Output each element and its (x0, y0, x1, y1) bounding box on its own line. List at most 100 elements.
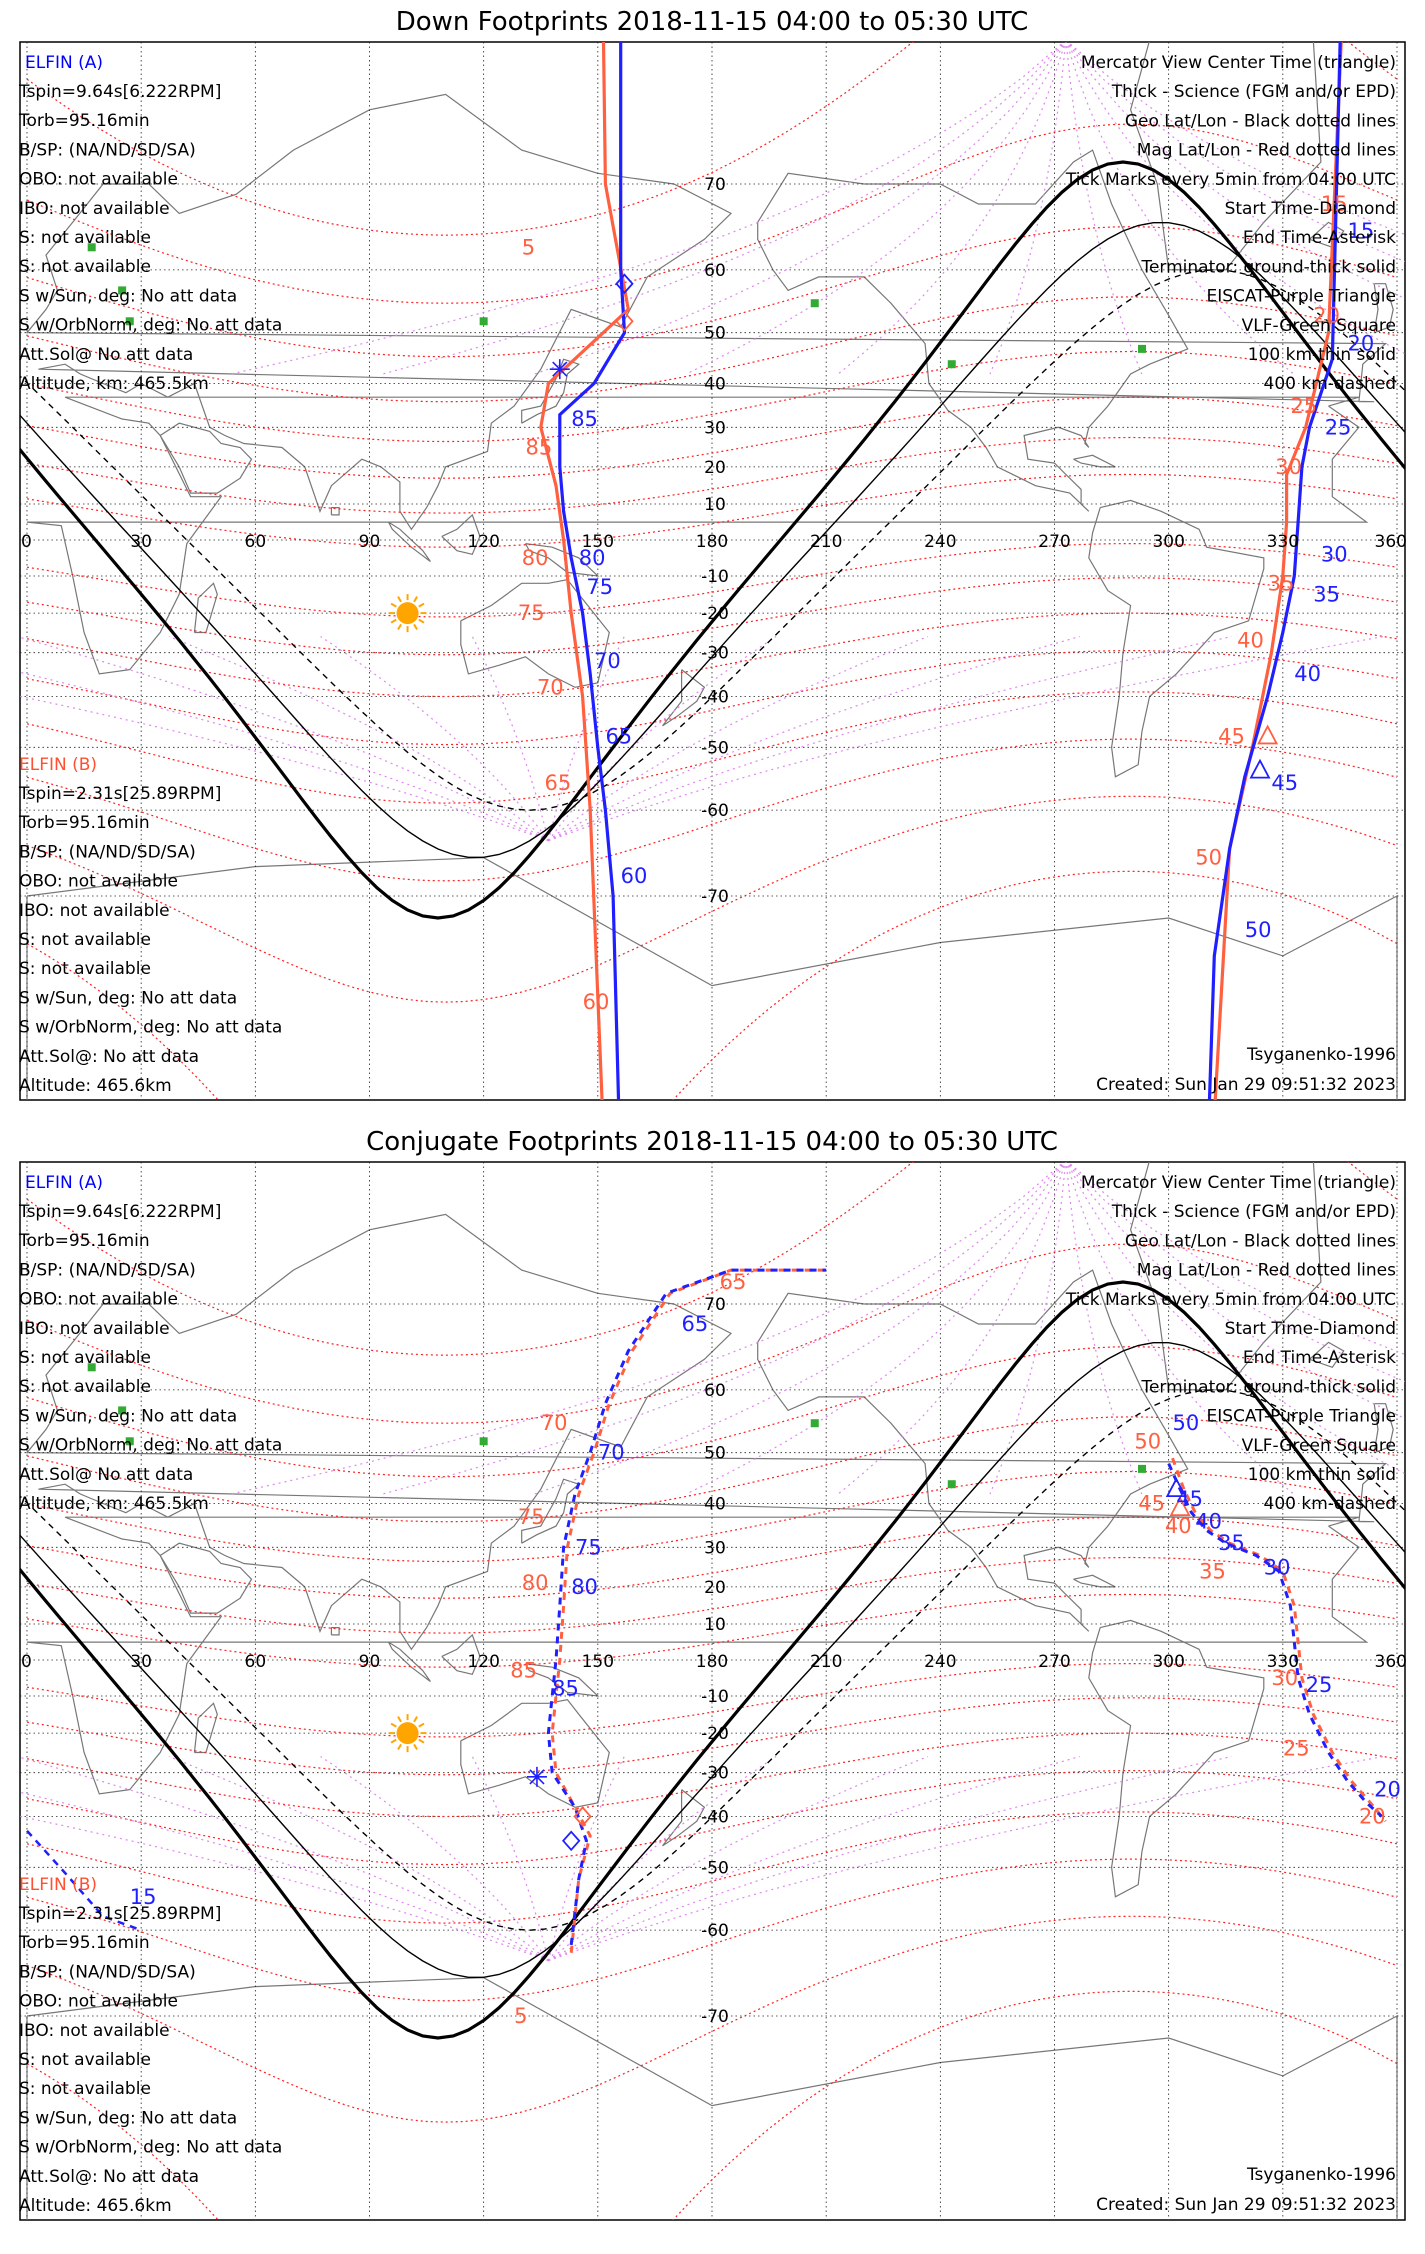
lon-tick-label: 30 (130, 1652, 152, 1672)
start-diamond-elfin-b (615, 310, 634, 332)
lat-tick-label: 70 (704, 175, 726, 195)
sun-ray (390, 1722, 397, 1728)
mag-lat-line (26, 1915, 1398, 2123)
track-label-elfin-b: 85 (510, 1659, 537, 1683)
mag-meridian-north (1066, 42, 1405, 355)
track-label-elfin-b: 75 (518, 1505, 545, 1529)
legend-entry: Start Time-Diamond (1225, 199, 1396, 219)
legend-entry: Thick - Science (FGM and/or EPD) (1111, 1202, 1396, 1222)
terminator-100km (20, 222, 1405, 858)
vlf-stations (87, 1363, 1147, 1489)
lat-tick-label: 40 (704, 374, 726, 394)
track-label-elfin-b: 20 (1359, 1805, 1386, 1829)
lon-tick-label: 300 (1152, 532, 1184, 552)
mag-lat-line (26, 1697, 1398, 1776)
track-elfin-a (546, 1268, 827, 1946)
track-elfin-a (558, 42, 627, 1100)
mag-meridian-north (534, 42, 1066, 375)
legend-entry: Terminator: ground-thick solid (1140, 1377, 1396, 1397)
elfin-a-info: ELFIN (A) Tspin=9.64s[6.222RPM] Torb=95.16… (18, 53, 282, 394)
track-label-elfin-a: 15 (1348, 219, 1375, 243)
lat-tick-label: 30 (704, 418, 726, 438)
orbit-tracks (539, 42, 1343, 1100)
vlf-square (125, 1437, 134, 1446)
mag-lat-line (26, 42, 1398, 236)
elfin-b-info-line: S: not available (19, 2050, 151, 2070)
elfin-b-info-line: S: not available (19, 930, 151, 950)
center-triangle-elfin-b (1169, 1496, 1191, 1517)
coastline-southamerica (1088, 499, 1265, 778)
elfin-a-info-line: Tspin=9.64s[6.222RPM] (18, 1202, 221, 1222)
coastline-india-sri (330, 1627, 340, 1636)
coastline-antarctica-edge (26, 857, 1398, 1100)
elfin-b-info-line: S: not available (19, 959, 151, 979)
elfin-b-info-line: Torb=95.16min (18, 1933, 150, 1953)
coastline-newguinea (524, 1663, 600, 1697)
coastline-greenland (1129, 1162, 1322, 1391)
track-label-elfin-b: 80 (522, 546, 549, 570)
mag-lat-lines (26, 1162, 1398, 2220)
orbit-tracks (26, 1268, 1387, 1953)
lat-tick-label: 30 (704, 1538, 726, 1558)
mag-lat-line (26, 795, 1398, 1003)
start-diamond-elfin-b (573, 1806, 592, 1827)
elfin-b-info-line: IBO: not available (19, 901, 170, 921)
coastlines (25, 1162, 1398, 2220)
lon-tick-label: 60 (245, 1652, 267, 1672)
lon-tick-label: 90 (359, 1652, 381, 1672)
terminator (20, 1280, 1405, 2040)
mag-meridian-south (471, 636, 549, 841)
track-label-elfin-a: 25 (1306, 1673, 1333, 1697)
created-timestamp: Created: Sun Jan 29 09:51:32 2023 (1096, 2195, 1396, 2215)
elfin-a-info-line: S w/OrbNorm, deg: No att data (19, 316, 282, 336)
coastline-newzealand (662, 669, 706, 727)
elfin-a-info-line: B/SP: (NA/ND/SD/SA) (19, 140, 196, 160)
mag-meridian-north (1065, 1162, 1295, 1495)
track-label-elfin-b: 65 (720, 1270, 747, 1294)
coastline-eurasia (25, 1213, 1388, 1651)
elfin-a-info-line: Att.Sol@ No att data (19, 345, 193, 365)
coastlines (25, 42, 1398, 1100)
elfin-a-info-line: S w/OrbNorm, deg: No att data (19, 1436, 282, 1456)
mag-meridian-south (168, 1755, 549, 1962)
sun-ray (418, 1722, 425, 1728)
created-timestamp: Created: Sun Jan 29 09:51:32 2023 (1096, 1075, 1396, 1095)
start-diamond-elfin-a (615, 273, 634, 295)
lon-tick-label: 330 (1267, 532, 1299, 552)
start-diamond-elfin-a (561, 1830, 581, 1852)
coastline-uk (1373, 1403, 1394, 1454)
center-triangle-elfin-a (1165, 1477, 1187, 1498)
vlf-square (87, 243, 96, 252)
coastline-newguinea (524, 543, 600, 577)
elfin-b-info-line: Att.Sol@: No att data (19, 2167, 199, 2187)
mag-lat-line (26, 1162, 1398, 1356)
lon-tick-label: 90 (359, 532, 381, 552)
legend-entry: Tick Marks every 5min from 04:00 UTC (1065, 1290, 1396, 1310)
lon-tick-label: 210 (810, 532, 842, 552)
track-label-elfin-b: 45 (1138, 1491, 1165, 1515)
coastline-arabia (159, 1542, 253, 1614)
vlf-square (479, 317, 488, 326)
elfin-b-info-line: IBO: not available (19, 2021, 170, 2041)
lon-tick-label: 240 (924, 1652, 956, 1672)
mag-lat-line (26, 870, 1398, 1100)
geo-grid (20, 42, 1405, 1100)
track-label-elfin-a: 85 (552, 1677, 579, 1701)
elfin-b-info-line: B/SP: (NA/ND/SD/SA) (19, 842, 196, 862)
vlf-square (1138, 1464, 1147, 1473)
asterisk-stroke (529, 1769, 545, 1785)
mag-meridian-south (548, 635, 929, 842)
elfin-a-header: ELFIN (A) (25, 53, 103, 73)
coastline-eurasia (25, 93, 1388, 531)
sun-ray (397, 1716, 402, 1723)
track-label-elfin-b: 20 (1313, 303, 1340, 327)
track-label-elfin-a: 45 (1176, 1487, 1203, 1511)
lon-tick-label: 300 (1152, 1652, 1184, 1672)
coastline-australia (460, 578, 610, 688)
legend-entry: End Time-Asterisk (1243, 228, 1396, 248)
elfin-b-info-line: S: not available (19, 2079, 151, 2099)
track-label-elfin-a: 35 (1218, 1531, 1245, 1555)
mag-meridian-north (1065, 42, 1143, 375)
coastline-iceland (1309, 221, 1345, 249)
track-label-elfin-b: 30 (1275, 455, 1302, 479)
